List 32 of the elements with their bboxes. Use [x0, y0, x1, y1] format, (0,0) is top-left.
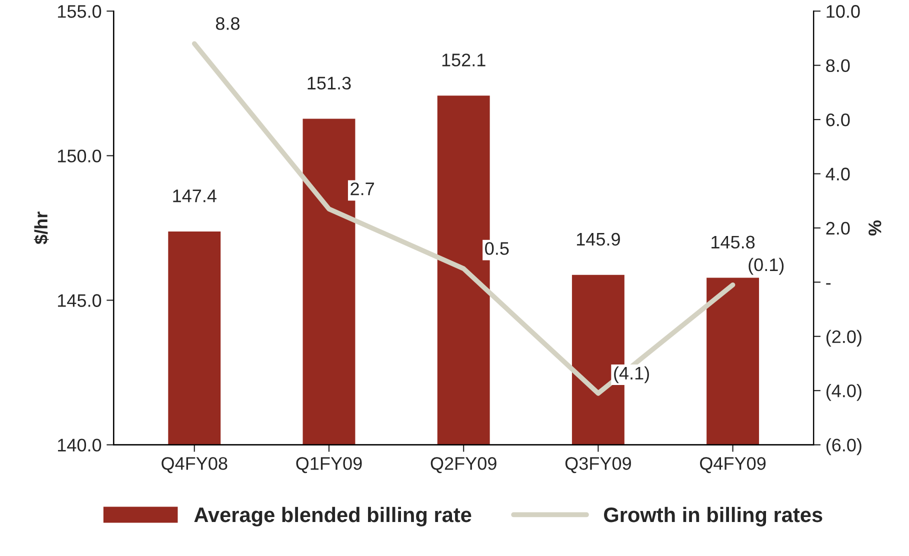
data-label: 0.5	[485, 242, 509, 255]
x-tick-label: Q1FY09	[296, 457, 362, 474]
x-tick-label: Q2FY09	[430, 457, 496, 474]
y2-tick-label: 2.0	[826, 222, 850, 235]
data-label: 2.7	[350, 182, 374, 196]
y2-tick-label: (4.0)	[826, 384, 862, 401]
y2-tick-label: (6.0)	[826, 438, 862, 456]
x-tick-label: Q3FY09	[565, 457, 631, 474]
y-tick-label: 145.0	[58, 294, 102, 307]
legend-label: Average blended billing rate	[194, 506, 472, 526]
y2-tick-label: 4.0	[826, 168, 850, 180]
data-label: 147.4	[173, 190, 216, 202]
y-tick-label: 155.0	[58, 5, 102, 18]
data-label: 151.3	[308, 76, 351, 90]
y2-axis-title: %	[868, 220, 882, 236]
data-label: (4.1)	[614, 366, 649, 384]
data-label: 145.9	[576, 232, 620, 246]
y2-tick-label: -	[826, 283, 831, 285]
data-label: 8.8	[216, 17, 240, 30]
x-tick-label: Q4FY09	[700, 457, 766, 474]
legend-label: Growth in billing rates	[604, 506, 822, 526]
x-tick-label: Q4FY08	[162, 457, 228, 474]
data-label: 152.1	[442, 54, 486, 66]
data-label: (0.1)	[748, 258, 784, 275]
y2-tick-label: 8.0	[826, 59, 850, 72]
y-tick-label: 150.0	[58, 150, 102, 162]
y-tick-label: 140.0	[58, 438, 102, 452]
y-axis-title: $/hr	[34, 212, 49, 244]
y2-tick-label: (2.0)	[826, 330, 862, 347]
y2-tick-label: 6.0	[826, 113, 850, 126]
y2-tick-label: 10.0	[826, 5, 860, 18]
data-label: 145.8	[712, 236, 755, 249]
